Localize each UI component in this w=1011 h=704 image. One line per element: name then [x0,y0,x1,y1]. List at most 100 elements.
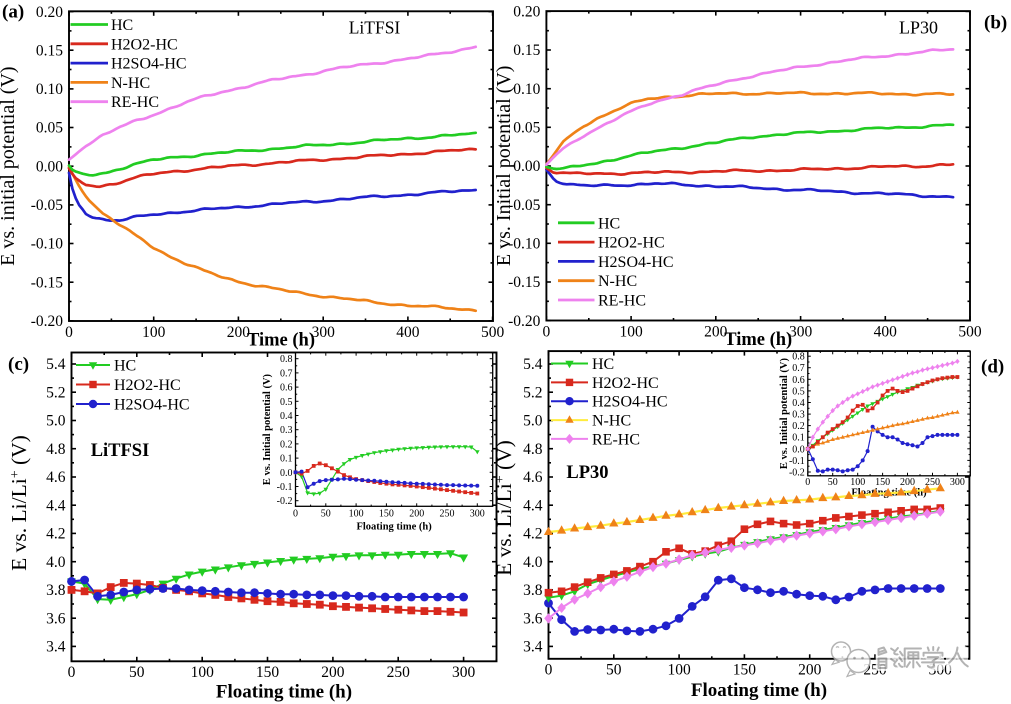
svg-text:0.2: 0.2 [792,421,805,432]
svg-text:0.4: 0.4 [280,411,293,422]
svg-text:H2SO4-HC: H2SO4-HC [592,394,668,411]
svg-text:300: 300 [950,477,965,488]
svg-text:0: 0 [65,324,73,341]
svg-text:-0.2: -0.2 [789,468,805,479]
svg-text:RE-HC: RE-HC [111,94,159,111]
svg-text:0.0: 0.0 [792,444,805,455]
svg-text:3.6: 3.6 [523,610,543,627]
svg-text:0: 0 [805,477,810,488]
svg-text:0.05: 0.05 [36,120,63,137]
svg-text:E vs. Li/Li+ (V): E vs. Li/Li+ (V) [492,440,516,576]
svg-text:0.5: 0.5 [280,397,293,408]
svg-text:0.10: 0.10 [36,81,63,98]
svg-text:150: 150 [733,661,757,678]
svg-text:0.5: 0.5 [792,386,805,397]
svg-text:E vs. initial potential (V): E vs. initial potential (V) [0,66,19,265]
svg-text:H2O2-HC: H2O2-HC [111,36,178,53]
svg-text:-0.05: -0.05 [31,197,64,214]
svg-text:300: 300 [452,664,476,681]
svg-text:0: 0 [543,324,551,341]
svg-text:0.7: 0.7 [792,363,805,374]
svg-text:0.1: 0.1 [792,433,805,444]
svg-text:3.6: 3.6 [46,610,66,627]
svg-text:300: 300 [789,324,813,341]
svg-text:LiTFSI: LiTFSI [349,18,401,38]
svg-text:0.4: 0.4 [792,398,805,409]
svg-text:H2O2-HC: H2O2-HC [598,235,665,252]
svg-text:0.00: 0.00 [36,158,63,175]
svg-text:(b): (b) [984,13,1007,34]
svg-text:-0.2: -0.2 [277,496,293,507]
svg-text:0.7: 0.7 [280,368,293,379]
svg-text:-0.05: -0.05 [508,197,541,214]
svg-text:250: 250 [440,508,455,519]
svg-text:-0.10: -0.10 [31,236,64,253]
svg-text:5.2: 5.2 [523,384,542,401]
svg-text:Time (h): Time (h) [247,331,315,351]
svg-text:50: 50 [828,477,838,488]
svg-text:0.3: 0.3 [280,425,293,436]
svg-text:150: 150 [875,477,890,488]
svg-text:5.0: 5.0 [46,413,66,430]
svg-text:RE-HC: RE-HC [598,293,646,310]
svg-text:E vs. Initial potential (V): E vs. Initial potential (V) [262,373,273,485]
svg-text:4.0: 4.0 [46,554,66,571]
svg-text:400: 400 [396,324,420,341]
svg-text:0.05: 0.05 [513,120,540,137]
svg-text:N-HC: N-HC [111,75,150,92]
svg-text:HC: HC [592,356,614,373]
svg-text:4.8: 4.8 [523,441,543,458]
svg-text:RE-HC: RE-HC [592,431,640,448]
svg-text:5.0: 5.0 [523,413,543,430]
svg-text:100: 100 [667,661,691,678]
svg-text:5.4: 5.4 [46,356,66,373]
svg-text:0.3: 0.3 [792,410,805,421]
svg-text:100: 100 [850,477,865,488]
svg-text:0: 0 [545,661,553,678]
svg-text:300: 300 [470,508,485,519]
svg-text:-0.20: -0.20 [508,313,541,330]
svg-text:400: 400 [874,324,898,341]
svg-text:0.15: 0.15 [36,42,63,59]
svg-text:E vs. Li/Li+ (V): E vs. Li/Li+ (V) [7,435,31,571]
svg-text:4.6: 4.6 [46,469,66,486]
svg-text:100: 100 [142,324,166,341]
svg-text:-0.15: -0.15 [508,274,541,291]
svg-text:H2SO4-HC: H2SO4-HC [114,397,190,414]
svg-text:100: 100 [349,508,364,519]
svg-text:HC: HC [111,17,133,34]
svg-text:300: 300 [312,324,336,341]
svg-text:LP30: LP30 [566,463,608,483]
svg-text:200: 200 [227,324,251,341]
svg-text:500: 500 [958,324,982,341]
svg-text:4.4: 4.4 [523,497,543,514]
svg-text:200: 200 [704,324,728,341]
svg-text:3.4: 3.4 [523,639,543,656]
svg-text:200: 200 [321,664,345,681]
svg-text:200: 200 [900,477,915,488]
svg-text:3.8: 3.8 [46,582,66,599]
svg-text:3.8: 3.8 [523,582,543,599]
svg-text:150: 150 [379,508,394,519]
svg-text:Floating time (h): Floating time (h) [691,680,827,701]
svg-text:(c): (c) [8,354,29,375]
svg-text:150: 150 [256,664,280,681]
svg-text:4.8: 4.8 [46,441,66,458]
svg-text:Floating time (h): Floating time (h) [216,681,352,702]
svg-text:0.8: 0.8 [792,352,805,363]
svg-text:HC: HC [598,215,620,232]
svg-text:0.0: 0.0 [280,468,293,479]
svg-text:Time (h): Time (h) [724,330,792,350]
svg-text:LiTFSI: LiTFSI [91,441,150,461]
svg-text:0.10: 0.10 [513,81,540,98]
svg-text:0.20: 0.20 [513,4,540,21]
svg-text:250: 250 [925,477,940,488]
svg-text:5.4: 5.4 [523,356,543,373]
svg-text:250: 250 [387,664,411,681]
svg-text:500: 500 [481,324,505,341]
svg-text:0.00: 0.00 [513,158,540,175]
svg-text:0.6: 0.6 [792,375,805,386]
svg-text:4.0: 4.0 [523,554,543,571]
svg-text:-0.1: -0.1 [789,456,805,467]
svg-text:0: 0 [293,508,298,519]
